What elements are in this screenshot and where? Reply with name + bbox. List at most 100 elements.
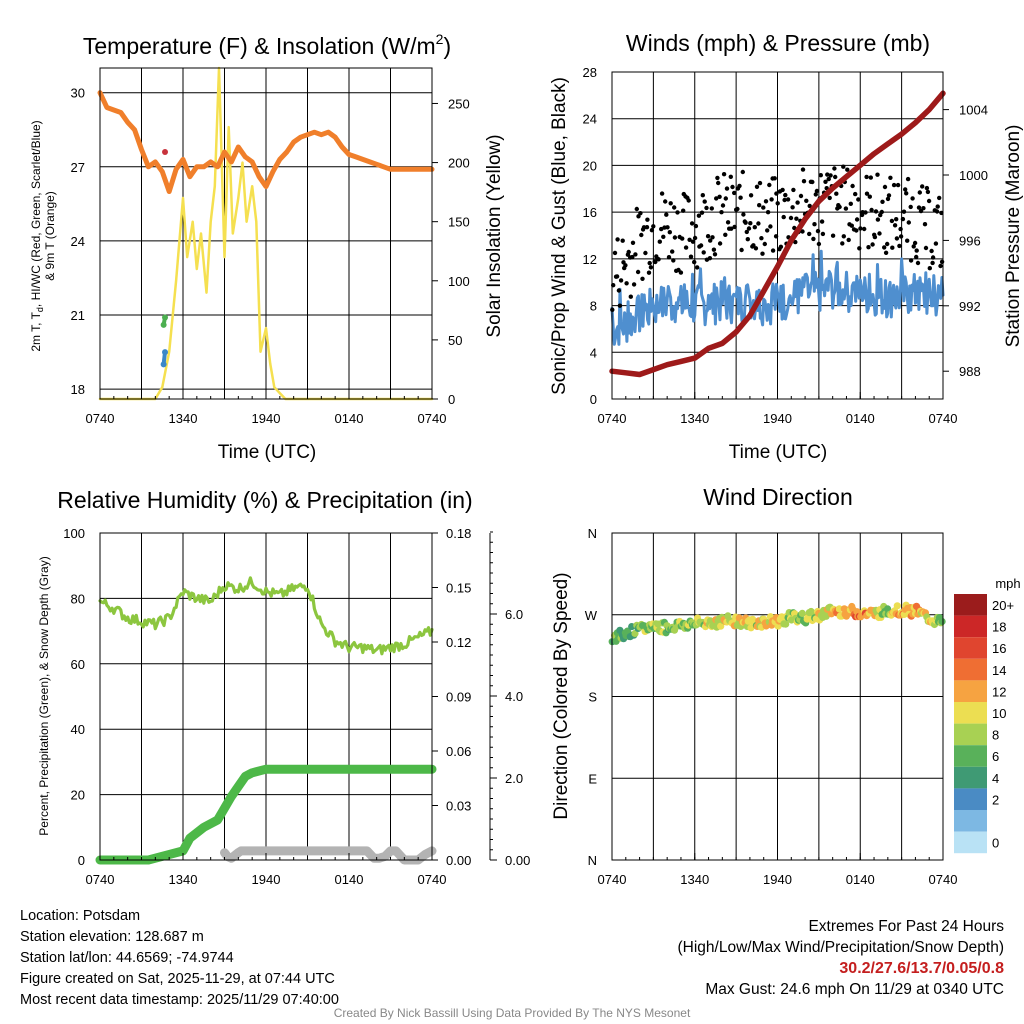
gust-point bbox=[672, 205, 677, 210]
gust-point bbox=[614, 274, 620, 279]
rh-x-tick-label: 1340 bbox=[169, 872, 198, 887]
gust-point bbox=[857, 246, 862, 251]
gust-point bbox=[664, 212, 669, 217]
gust-point bbox=[926, 198, 932, 204]
gust-point bbox=[880, 199, 885, 204]
rh-y-tick-label: 100 bbox=[63, 526, 85, 541]
winds-y-label-right: Station Pressure (Maroon) bbox=[1003, 125, 1024, 348]
gust-point bbox=[763, 199, 769, 204]
gust-point bbox=[854, 217, 860, 222]
gust-point bbox=[785, 197, 791, 202]
gust-point bbox=[680, 236, 685, 241]
rh-y-tick-label: 60 bbox=[71, 657, 85, 672]
gust-point bbox=[793, 239, 798, 245]
gust-point bbox=[688, 254, 694, 259]
gust-point bbox=[744, 229, 749, 235]
gust-point bbox=[708, 238, 713, 243]
gust-point bbox=[795, 200, 800, 205]
gust-point bbox=[690, 239, 696, 244]
wind-direction-point bbox=[893, 602, 901, 610]
gust-point bbox=[914, 254, 919, 260]
colorbar-label: 18 bbox=[992, 620, 1006, 635]
gust-point bbox=[767, 182, 772, 188]
wdir-x-tick-label: 0740 bbox=[929, 872, 958, 887]
elevation-text: Station elevation: 128.687 m bbox=[20, 929, 204, 945]
gust-point bbox=[732, 224, 737, 230]
gust-point bbox=[930, 255, 936, 260]
temp-x-tick-label: 0740 bbox=[418, 411, 447, 426]
winds-x-tick-label: 0140 bbox=[846, 411, 875, 426]
gust-point bbox=[647, 260, 652, 266]
gust-point bbox=[717, 194, 722, 199]
gust-point bbox=[732, 190, 737, 196]
wind-direction-point bbox=[835, 605, 843, 613]
latlon-text: Station lat/lon: 44.6569; -74.9744 bbox=[20, 950, 234, 966]
gust-point bbox=[659, 226, 664, 232]
temp-y-tick-label: 24 bbox=[71, 234, 85, 249]
gust-point bbox=[770, 248, 776, 253]
gust-point bbox=[762, 241, 767, 247]
gust-point bbox=[894, 217, 899, 222]
gust-point bbox=[781, 214, 786, 220]
gust-point bbox=[756, 221, 761, 226]
wdir-x-tick-label: 1940 bbox=[763, 872, 792, 887]
gust-point bbox=[626, 249, 631, 255]
gust-point bbox=[910, 196, 915, 201]
colorbar-label: 2 bbox=[992, 792, 999, 807]
gust-point bbox=[891, 182, 897, 188]
gust-point bbox=[651, 224, 656, 229]
gust-point bbox=[739, 247, 744, 253]
colorbar-label: 14 bbox=[992, 663, 1006, 678]
winds-y2-tick-label: 988 bbox=[959, 364, 981, 379]
gust-point bbox=[615, 237, 620, 242]
gust-point bbox=[901, 209, 907, 214]
gust-point bbox=[704, 205, 709, 211]
gust-point bbox=[759, 236, 764, 241]
gust-point bbox=[709, 206, 714, 211]
temp-x-label: Time (UTC) bbox=[218, 442, 317, 463]
gust-point bbox=[854, 228, 859, 233]
gust-point bbox=[768, 224, 773, 229]
gust-point bbox=[702, 199, 707, 204]
extremes-values: 30.2/27.6/13.7/0.05/0.8 bbox=[839, 960, 1004, 977]
gust-point bbox=[921, 206, 926, 211]
gust-point bbox=[780, 187, 785, 193]
gust-point bbox=[862, 226, 867, 232]
gust-point bbox=[620, 238, 625, 243]
gust-point bbox=[719, 210, 724, 215]
gust-point bbox=[915, 260, 921, 266]
gust-point bbox=[772, 176, 777, 181]
temp-x-tick-label: 1940 bbox=[252, 411, 281, 426]
gust-point bbox=[811, 236, 816, 242]
gust-point bbox=[868, 175, 873, 180]
gust-point bbox=[923, 245, 929, 251]
gust-point bbox=[643, 250, 648, 256]
gust-point bbox=[794, 216, 799, 221]
gust-point bbox=[754, 184, 760, 189]
gust-point bbox=[667, 230, 672, 235]
colorbar-swatch bbox=[954, 615, 987, 638]
gust-point bbox=[699, 210, 705, 215]
gust-point bbox=[773, 234, 779, 239]
gust-point bbox=[908, 258, 914, 263]
gust-point bbox=[757, 180, 763, 186]
pressure-line bbox=[609, 90, 946, 378]
gust-point bbox=[729, 226, 734, 231]
gust-point bbox=[630, 240, 636, 245]
gust-point bbox=[906, 220, 911, 225]
gust-point bbox=[920, 184, 925, 189]
credit-text: Created By Nick Bassill Using Data Provi… bbox=[333, 1006, 691, 1020]
gust-point bbox=[843, 206, 849, 211]
temp-2m-point bbox=[162, 148, 169, 155]
gust-point bbox=[873, 209, 879, 214]
snow-axis-tick-label: 0.00 bbox=[505, 853, 530, 868]
gust-point bbox=[710, 235, 715, 240]
colorbar-label: 20+ bbox=[992, 598, 1014, 613]
colorbar-swatch bbox=[954, 810, 987, 832]
wdir-y-tick-label: W bbox=[585, 608, 598, 623]
temp-y-label-right: Solar Insolation (Yellow) bbox=[484, 134, 505, 337]
gust-point bbox=[753, 246, 759, 251]
gust-point bbox=[635, 269, 641, 275]
temp-y-tick-label: 18 bbox=[71, 382, 85, 397]
